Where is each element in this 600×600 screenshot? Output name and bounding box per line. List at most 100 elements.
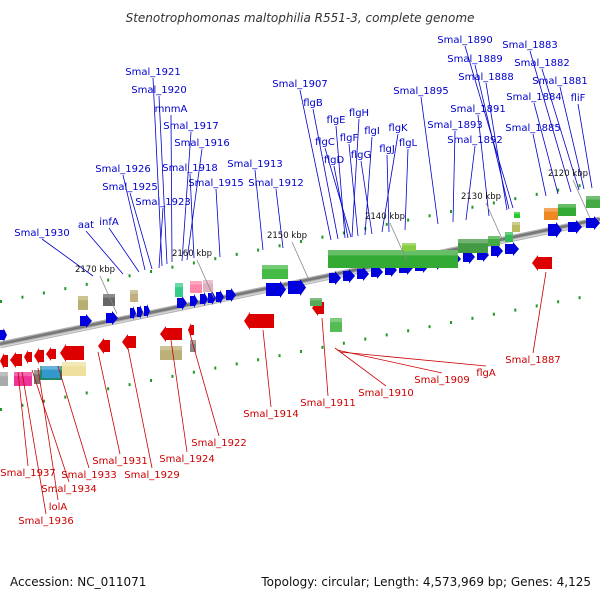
gc-skew-dash-lower: [471, 316, 474, 320]
forward-gene-label: Smal_1890: [437, 35, 492, 46]
forward-gene-label: flgL: [399, 138, 418, 149]
forward-gene-label: Smal_1889: [447, 54, 502, 65]
feature-block-shade: [544, 208, 558, 212]
forward-gene-arrow: [208, 291, 216, 305]
forward-gene-label: Smal_1895: [393, 86, 448, 97]
forward-leader-line: [529, 50, 572, 193]
reverse-gene-label: Smal_1934: [41, 484, 96, 495]
forward-leader-line: [577, 103, 593, 189]
forward-gene-arrow: [80, 314, 92, 328]
reverse-gene-arrow: [0, 353, 8, 369]
forward-leader-line: [122, 174, 146, 271]
scale-label: 2120 kbp: [548, 169, 588, 179]
forward-leader-line: [465, 145, 476, 221]
forward-leader-line: [186, 148, 203, 261]
forward-leader-line: [386, 154, 390, 233]
gc-skew-dash-upper: [150, 270, 152, 273]
forward-gene-arrow: [505, 242, 519, 256]
gc-skew-dash-upper: [107, 278, 110, 282]
forward-leader-line: [275, 188, 284, 249]
forward-gene-label: flgH: [349, 108, 369, 119]
feature-block: [328, 250, 458, 268]
forward-leader-line: [41, 238, 94, 277]
forward-gene-label: Smal_1882: [514, 58, 569, 69]
gc-skew-dash-upper: [171, 265, 174, 269]
reverse-leader-line: [37, 367, 59, 501]
feature-block: [34, 370, 40, 384]
gc-skew-dash-lower: [450, 321, 452, 324]
gc-skew-dash-upper: [342, 231, 345, 235]
reverse-gene-label: Smal_1936: [18, 516, 73, 527]
gc-skew-dash-upper: [128, 274, 131, 278]
gc-skew-dash-upper: [21, 295, 24, 299]
gc-skew-dash-lower: [0, 408, 2, 411]
gc-skew-dash-lower: [278, 354, 281, 358]
gc-skew-dash-upper: [192, 261, 195, 265]
gc-skew-dash-lower: [428, 325, 431, 329]
gc-skew-dash-upper: [492, 201, 495, 205]
reverse-labels: Smal_1937 Smal_1934 Smal_1936 lolA Smal_1933…: [0, 355, 560, 527]
feature-block: [78, 296, 88, 310]
forward-gene-arrow: [371, 265, 383, 279]
forward-leader-line: [452, 130, 456, 223]
gc-skew-dash-lower: [557, 300, 560, 304]
reverse-gene-arrow: [532, 255, 552, 271]
gc-skew-dash-lower: [42, 399, 45, 403]
scale-label: 2140 kbp: [365, 212, 405, 222]
reverse-gene-label: Smal_1922: [191, 438, 246, 449]
feature-block: [330, 318, 342, 332]
feature-block-shade: [512, 222, 520, 225]
gc-skew-dash-upper: [64, 287, 67, 291]
forward-gene-arrow: [266, 281, 286, 298]
forward-gene-label: Smal_1915: [188, 178, 243, 189]
gc-skew-dash-lower: [192, 370, 195, 374]
forward-gene-arrow: [0, 328, 7, 342]
forward-gene-label: Smal_1918: [162, 163, 217, 174]
forward-gene-label: flgB: [303, 98, 323, 109]
gc-skew-dash-upper: [0, 300, 2, 303]
gc-skew-dash-upper: [235, 252, 238, 256]
forward-gene-arrow: [343, 269, 355, 283]
forward-leader-line: [351, 118, 360, 238]
forward-leader-line: [485, 82, 508, 211]
gc-skew-dash-lower: [578, 296, 581, 300]
feature-block: [160, 346, 182, 360]
gc-skew-dash-lower: [364, 337, 367, 341]
forward-leader-line: [158, 95, 168, 265]
scale-tick: [99, 275, 118, 315]
gc-skew-dash-upper: [300, 240, 302, 243]
reverse-leader-line: [189, 333, 220, 437]
gc-skew-dash-upper: [385, 222, 388, 226]
forward-gene-label: Smal_1891: [450, 104, 505, 115]
scale-label: 2150 kbp: [267, 231, 307, 241]
feature-block: [488, 236, 500, 246]
feature-block-shade: [402, 243, 416, 246]
reverse-gene-arrow: [122, 334, 136, 350]
forward-gene-label: Smal_1893: [427, 120, 482, 131]
reverse-leader-line: [336, 349, 443, 374]
reverse-gene-label: Smal_1929: [124, 470, 179, 481]
forward-gene-arrow: [200, 292, 208, 306]
forward-gene-arrow: [491, 244, 503, 258]
reverse-leader-line: [17, 371, 29, 467]
gc-skew-dash-lower: [321, 345, 324, 349]
feature-block: [458, 239, 488, 253]
forward-leader-line: [215, 188, 221, 258]
gc-skew-dash-lower: [492, 312, 495, 316]
gc-skew-dash-lower: [128, 383, 131, 387]
feature-block-shade: [558, 204, 576, 208]
forward-gene-label: mnmA: [155, 104, 188, 115]
forward-gene-label: Smal_1884: [506, 92, 561, 103]
feature-block-shade: [190, 340, 196, 344]
reverse-leader-line: [339, 351, 487, 367]
feature-block-shade: [175, 283, 183, 288]
forward-leader-line: [254, 169, 264, 251]
forward-gene-arrow: [216, 290, 224, 304]
feature-block-shade: [190, 281, 202, 285]
reverse-leader-line: [170, 339, 188, 453]
feature-block: [586, 196, 600, 208]
forward-leader-line: [541, 68, 580, 191]
feature-block-shade: [262, 265, 288, 270]
forward-leader-line: [532, 133, 547, 197]
